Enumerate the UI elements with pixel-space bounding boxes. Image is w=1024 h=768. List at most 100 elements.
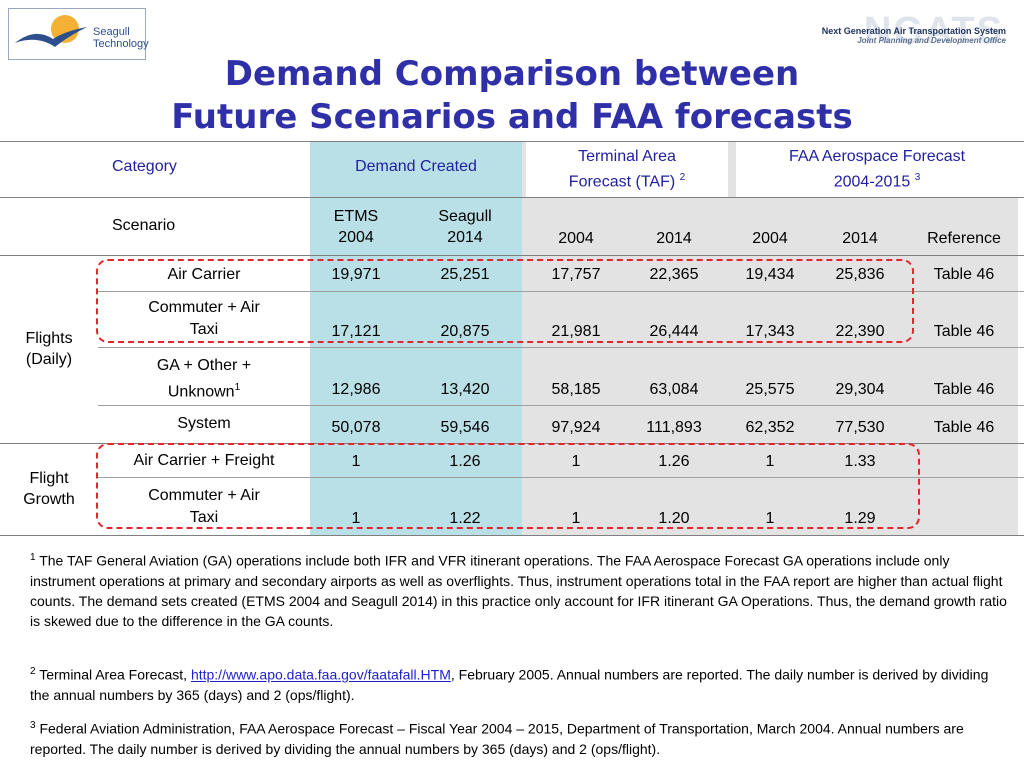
faa-header-white — [736, 141, 1018, 197]
footnote-3-text: Federal Aviation Administration, FAA Aer… — [30, 720, 964, 757]
cell-taf-2014: 63,084 — [649, 381, 699, 398]
seagull-bird-icon — [15, 15, 87, 47]
row-label: System — [177, 415, 231, 432]
scenario-etms-l2: 2004 — [338, 229, 374, 246]
cell-taf-2014: 22,365 — [649, 266, 699, 283]
scenario-etms: ETMS 2004 — [315, 206, 397, 248]
footnote-2-post: , February 2005. Annual numbers are repo… — [30, 666, 989, 703]
group-flights-l2: (Daily) — [25, 351, 73, 368]
cell-reference: Table 46 — [933, 323, 995, 340]
cell-etms: 1 — [351, 453, 361, 470]
cell-etms: 17,121 — [331, 323, 381, 340]
table-rule-top — [0, 141, 1024, 142]
table-rule-bottom — [0, 535, 1024, 536]
row-label: Air Carrier — [167, 266, 241, 283]
scenario-seagull: Seagull 2014 — [420, 206, 510, 248]
cell-faa-2004: 17,343 — [745, 323, 795, 340]
footnote-1-mark: 1 — [30, 552, 36, 563]
scenario-taf-2014: 2014 — [656, 230, 692, 247]
footnote-2-pre: Terminal Area Forecast, — [39, 666, 191, 683]
cell-reference: Table 46 — [933, 381, 995, 398]
footnote-1-text: The TAF General Aviation (GA) operations… — [30, 552, 1007, 629]
cell-seagull: 25,251 — [440, 266, 490, 283]
cell-taf-2004: 97,924 — [551, 419, 601, 436]
group-growth-l2: Growth — [23, 491, 75, 508]
header-taf-line2: Forecast (TAF) — [568, 173, 676, 191]
cell-taf-2014: 1.26 — [658, 453, 690, 470]
cell-taf-2004: 58,185 — [551, 381, 601, 398]
footnote-1: 1 The TAF General Aviation (GA) operatio… — [30, 548, 1010, 631]
highlight-growth-box — [96, 443, 920, 529]
footnote-ref-2: 2 — [679, 172, 686, 183]
footnote-3: 3 Federal Aviation Administration, FAA A… — [30, 716, 1010, 759]
cell-faa-2004: 19,434 — [745, 266, 795, 283]
cell-taf-2004: 21,981 — [551, 323, 601, 340]
group-flight-growth: Flight Growth — [0, 468, 98, 510]
cell-taf-2014: 1.20 — [658, 510, 690, 527]
cell-etms: 50,078 — [331, 419, 381, 436]
scenario-seagull-l2: 2014 — [447, 229, 483, 246]
cell-faa-2004: 1 — [765, 453, 775, 470]
table-rule-row5 — [98, 477, 1024, 478]
cell-etms: 19,971 — [331, 266, 381, 283]
cell-seagull: 20,875 — [440, 323, 490, 340]
header-category: Category — [112, 158, 177, 175]
scenario-faa-2014: 2014 — [842, 230, 878, 247]
footnote-ref-3: 3 — [914, 172, 921, 183]
header-demand-created: Demand Created — [355, 158, 477, 175]
page-title-line1: Demand Comparison between — [224, 54, 800, 94]
scenario-seagull-l1: Seagull — [438, 208, 492, 225]
row-label: Commuter + Air Taxi — [148, 487, 260, 526]
footnote-3-mark: 3 — [30, 720, 36, 731]
cell-taf-2004: 1 — [571, 510, 581, 527]
faa-column-bg — [732, 141, 1018, 535]
header-taf: Terminal Area Forecast (TAF) 2 — [526, 146, 728, 192]
taf-column-bg — [522, 141, 732, 535]
ngats-watermark: NGATS — [863, 10, 1004, 52]
group-growth-l1: Flight — [29, 470, 69, 487]
row-label: Commuter + Air Taxi — [148, 299, 260, 338]
group-flights-l1: Flights — [25, 330, 73, 347]
page-title-line2: Future Scenarios and FAA forecasts — [171, 97, 853, 137]
table-rule-scenario — [0, 255, 1024, 256]
cell-faa-2014: 1.29 — [844, 510, 876, 527]
logo-line1: Seagull — [93, 26, 130, 38]
cell-taf-2004: 1 — [571, 453, 581, 470]
header-taf-line1: Terminal Area — [578, 148, 676, 165]
cell-reference: Table 46 — [933, 419, 995, 436]
cell-seagull: 1.22 — [449, 510, 481, 527]
scenario-etms-l1: ETMS — [333, 208, 379, 225]
table-rule-header — [0, 197, 1024, 198]
cell-faa-2014: 22,390 — [835, 323, 885, 340]
cell-seagull: 1.26 — [449, 453, 481, 470]
logo-line2: Technology — [93, 38, 149, 50]
cell-faa-2014: 29,304 — [835, 381, 885, 398]
ngats-title: Next Generation Air Transportation Syste… — [821, 26, 1006, 36]
scenario-faa-2004: 2004 — [752, 230, 788, 247]
header-faa-line2: 2004-2015 — [833, 173, 911, 191]
group-flights-daily: Flights (Daily) — [0, 328, 98, 370]
table-rule-row1 — [98, 291, 1024, 292]
cell-faa-2014: 1.33 — [844, 453, 876, 470]
scenario-label: Scenario — [112, 217, 176, 234]
seagull-logo: Seagull Technology — [8, 8, 149, 60]
cell-taf-2014: 111,893 — [646, 419, 702, 436]
cell-faa-2004: 62,352 — [745, 419, 795, 436]
demand-created-column-bg — [310, 141, 522, 535]
header-faa-line1: FAA Aerospace Forecast — [788, 148, 966, 165]
cell-etms: 12,986 — [331, 381, 381, 398]
cell-faa-2014: 77,530 — [835, 419, 885, 436]
faa-taf-link[interactable]: http://www.apo.data.faa.gov/faatafall.HT… — [190, 666, 451, 683]
cell-faa-2004: 25,575 — [745, 381, 795, 398]
cell-etms: 1 — [351, 510, 361, 527]
row-label: GA + Other + Unknown1 — [156, 357, 252, 401]
cell-taf-2014: 26,444 — [649, 323, 699, 340]
cell-seagull: 59,546 — [440, 419, 490, 436]
cell-seagull: 13,420 — [440, 381, 490, 398]
cell-taf-2004: 17,757 — [551, 266, 601, 283]
footnote-ref-1: 1 — [234, 382, 241, 393]
table-rule-row2 — [98, 347, 1024, 348]
cell-faa-2014: 25,836 — [835, 266, 885, 283]
ngats-subtitle: Joint Planning and Development Office — [857, 36, 1006, 45]
scenario-taf-2004: 2004 — [558, 230, 594, 247]
